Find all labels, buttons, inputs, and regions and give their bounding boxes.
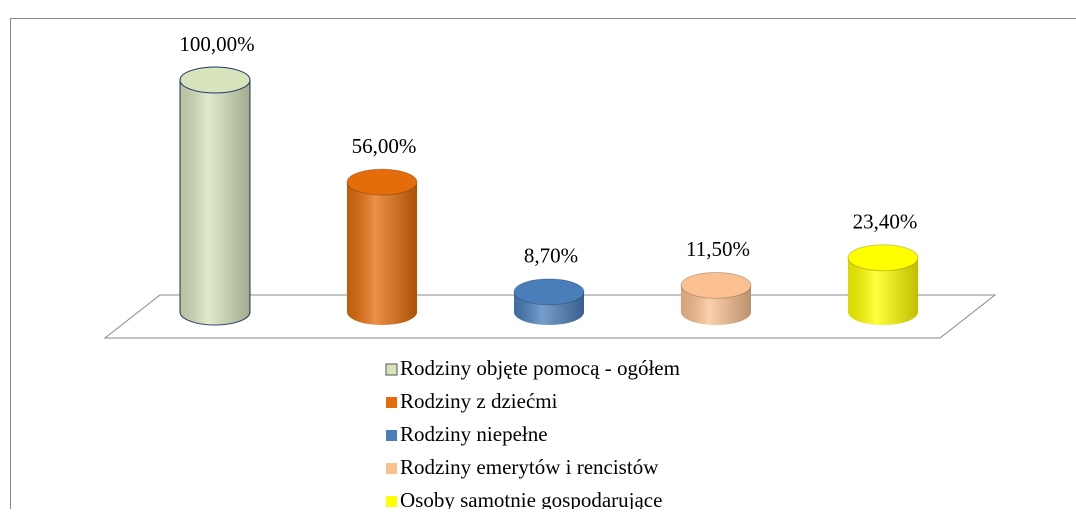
cylinder — [180, 67, 250, 325]
cylinder-top — [514, 279, 584, 305]
legend-label: Rodziny emerytów i rencistów — [400, 455, 659, 479]
cylinder-top — [681, 272, 751, 298]
legend-swatch — [386, 397, 397, 408]
legend-swatch — [386, 463, 397, 474]
value-label: 56,00% — [352, 134, 417, 158]
cylinder — [347, 169, 417, 325]
cylinder-top — [347, 169, 417, 195]
cylinder — [514, 279, 584, 325]
legend-label: Rodziny z dziećmi — [400, 389, 558, 413]
legend-swatch — [386, 496, 397, 507]
value-label: 100,00% — [179, 32, 254, 56]
cylinder — [848, 245, 918, 325]
cylinder — [681, 272, 751, 325]
legend-swatch — [386, 430, 397, 441]
legend-swatch — [386, 364, 397, 375]
value-label: 8,70% — [524, 244, 578, 268]
legend-label: Rodziny niepełne — [400, 422, 548, 446]
cylinder-shade — [347, 182, 417, 325]
legend-label: Rodziny objęte pomocą - ogółem — [400, 356, 680, 380]
cylinder-top — [180, 67, 250, 93]
value-label: 11,50% — [686, 237, 750, 261]
cylinder-top — [848, 245, 918, 271]
cylinder-shade — [180, 80, 250, 325]
value-label: 23,40% — [853, 210, 918, 234]
legend-label: Osoby samotnie gospodarujące — [400, 488, 662, 509]
